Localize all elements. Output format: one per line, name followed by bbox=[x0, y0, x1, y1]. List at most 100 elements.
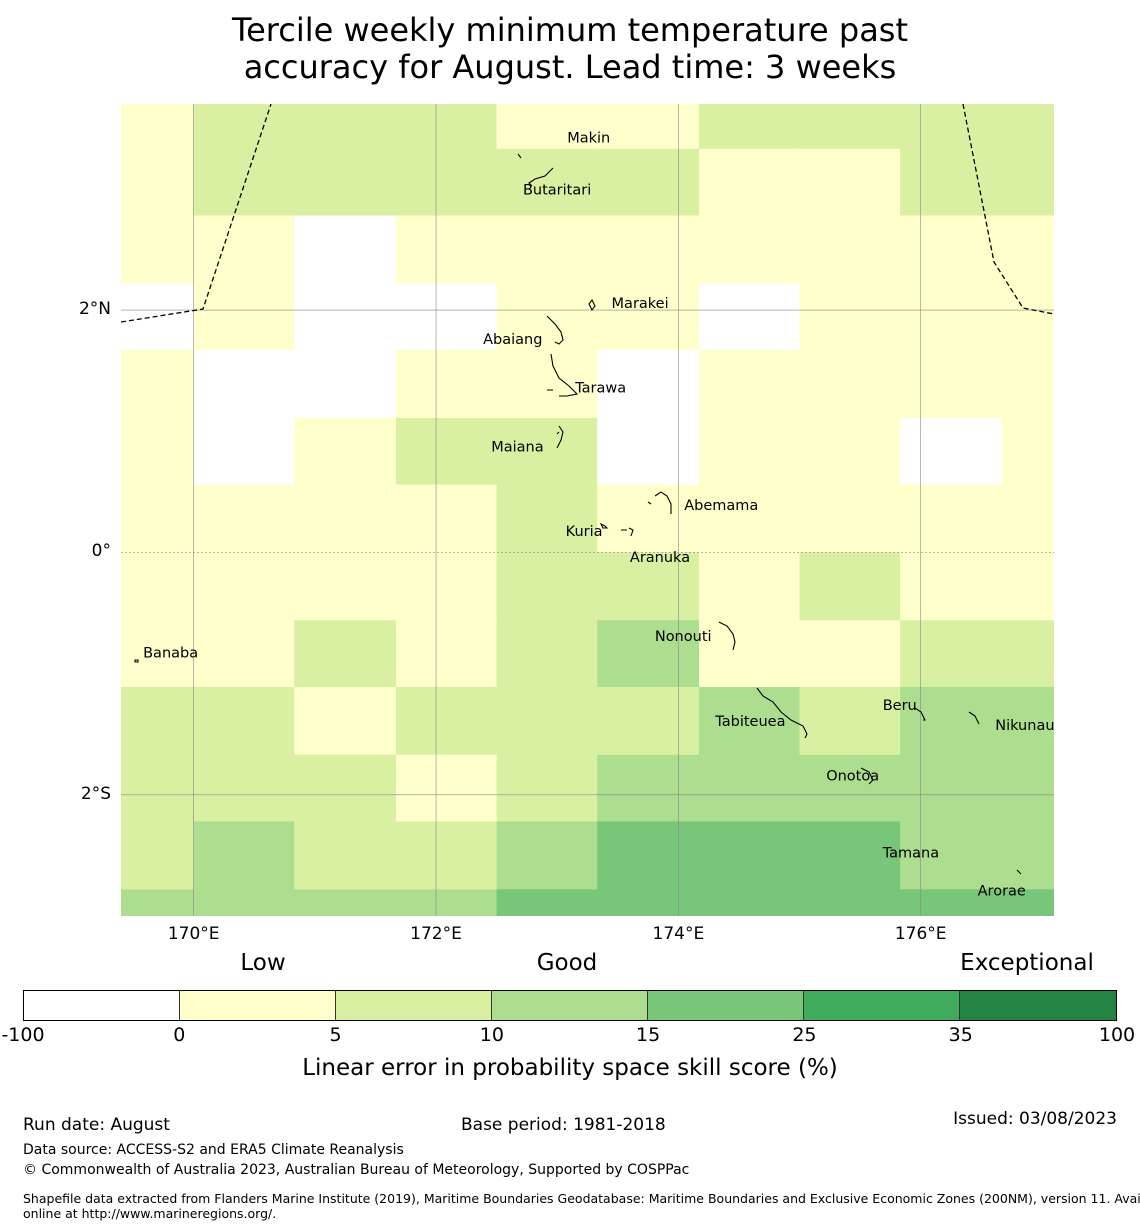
island-makin bbox=[517, 153, 522, 159]
grid-cell bbox=[1001, 754, 1054, 822]
grid-cell bbox=[396, 484, 498, 553]
grid-cell bbox=[193, 417, 295, 486]
grid-cell bbox=[1001, 821, 1054, 890]
run-date: Run date: August bbox=[23, 1115, 170, 1135]
grid-cell bbox=[294, 417, 397, 486]
grid-cell bbox=[121, 620, 195, 688]
grid-cell bbox=[698, 620, 801, 688]
grid-cell bbox=[193, 215, 295, 284]
colorbar-segment bbox=[960, 991, 1116, 1020]
colorbar-tick-label: 25 bbox=[792, 1024, 817, 1046]
grid-cell bbox=[496, 417, 598, 486]
island-tarawa bbox=[547, 353, 579, 397]
colorbar-segment bbox=[336, 991, 492, 1020]
grid-cell bbox=[597, 417, 700, 486]
grid-cell bbox=[900, 686, 1003, 756]
grid-cell bbox=[799, 215, 901, 284]
grid-cell bbox=[121, 283, 195, 351]
island-aranuka bbox=[621, 527, 634, 537]
grid-cell bbox=[396, 148, 498, 216]
grid-cell bbox=[193, 484, 295, 553]
grid-cell bbox=[193, 148, 295, 216]
grid-cell bbox=[597, 889, 700, 916]
grid-cell bbox=[193, 620, 295, 688]
grid-cell bbox=[294, 821, 397, 890]
colorbar-tick-label: 5 bbox=[329, 1024, 342, 1046]
island-abaiang bbox=[546, 315, 564, 345]
grid-cell bbox=[193, 552, 295, 621]
grid-cell bbox=[121, 417, 195, 486]
issued-date: Issued: 03/08/2023 bbox=[953, 1109, 1117, 1129]
grid-cell bbox=[496, 104, 598, 150]
grid-cell bbox=[698, 552, 801, 621]
colorbar-tick-label: 10 bbox=[479, 1024, 504, 1046]
grid-cell bbox=[496, 552, 598, 621]
grid-cell bbox=[496, 889, 598, 916]
island-outlines bbox=[134, 153, 1022, 875]
island-butaritari bbox=[528, 167, 554, 187]
grid-cell bbox=[799, 350, 901, 419]
colorbar bbox=[23, 990, 1117, 1021]
grid-cell bbox=[1001, 552, 1054, 621]
grid-cell bbox=[1001, 686, 1054, 756]
grid-cell bbox=[799, 104, 901, 150]
grid-cell bbox=[900, 148, 1003, 216]
colorbar-tick-label: -100 bbox=[1, 1024, 45, 1046]
grid-cell bbox=[799, 821, 901, 890]
grid-cell bbox=[597, 552, 700, 621]
island-tabiteuea bbox=[756, 687, 808, 739]
grid-cell bbox=[496, 686, 598, 756]
grid-cell bbox=[396, 889, 498, 916]
island-nikunau bbox=[968, 711, 980, 725]
grid-cell bbox=[1001, 283, 1054, 351]
grid-cell bbox=[396, 417, 498, 486]
grid-cell bbox=[597, 215, 700, 284]
island-beru bbox=[914, 707, 926, 721]
grid-cell bbox=[1001, 350, 1054, 419]
grid-cell bbox=[396, 215, 498, 284]
island-banaba bbox=[134, 659, 139, 663]
place-label-tamana: Tamana bbox=[882, 845, 939, 861]
grid-cell bbox=[1001, 148, 1054, 216]
grid-cell bbox=[496, 148, 598, 216]
grid-cell bbox=[294, 104, 397, 150]
title-line-2: accuracy for August. Lead time: 3 weeks bbox=[243, 48, 897, 86]
colorbar-tick-label: 15 bbox=[636, 1024, 661, 1046]
colorbar-segment bbox=[648, 991, 804, 1020]
grid-cell bbox=[294, 484, 397, 553]
grid-cell bbox=[597, 104, 700, 150]
grid-cell bbox=[396, 283, 498, 351]
grid-cell bbox=[121, 889, 195, 916]
title-line-1: Tercile weekly minimum temperature past bbox=[231, 11, 909, 49]
grid-cell bbox=[698, 350, 801, 419]
colorbar-segment bbox=[492, 991, 648, 1020]
colorbar-tick-label: 0 bbox=[173, 1024, 186, 1046]
grid-cell bbox=[597, 821, 700, 890]
grid-cell bbox=[698, 104, 801, 150]
grid-cell bbox=[121, 350, 195, 419]
place-label-aranuka: Aranuka bbox=[630, 550, 690, 566]
grid-cell bbox=[698, 484, 801, 553]
grid-cell bbox=[121, 821, 195, 890]
grid-cell bbox=[496, 283, 598, 351]
grid-cell bbox=[121, 754, 195, 822]
grid-cell bbox=[121, 686, 195, 756]
place-label-banaba: Banaba bbox=[143, 645, 198, 661]
grid-cell bbox=[396, 686, 498, 756]
grid-cell bbox=[294, 552, 397, 621]
grid-cell bbox=[597, 620, 700, 688]
grid-cell bbox=[698, 821, 801, 890]
place-label-arorae: Arorae bbox=[978, 884, 1026, 900]
grid-cell bbox=[900, 484, 1003, 553]
place-labels: Makin Butaritari Marakei Abaiang Tarawa Maian… bbox=[143, 130, 1054, 899]
copyright: © Commonwealth of Australia 2023, Austra… bbox=[23, 1162, 690, 1178]
grid-cell bbox=[799, 754, 901, 822]
grid-cell bbox=[698, 215, 801, 284]
grid-cell bbox=[1001, 484, 1054, 553]
grid-cell bbox=[193, 821, 295, 890]
grid-cell bbox=[698, 417, 801, 486]
grid-cell bbox=[193, 283, 295, 351]
grid-cell bbox=[1001, 215, 1054, 284]
category-good-label: Good bbox=[536, 950, 598, 976]
lon-tick-label: 174°E bbox=[652, 924, 705, 944]
